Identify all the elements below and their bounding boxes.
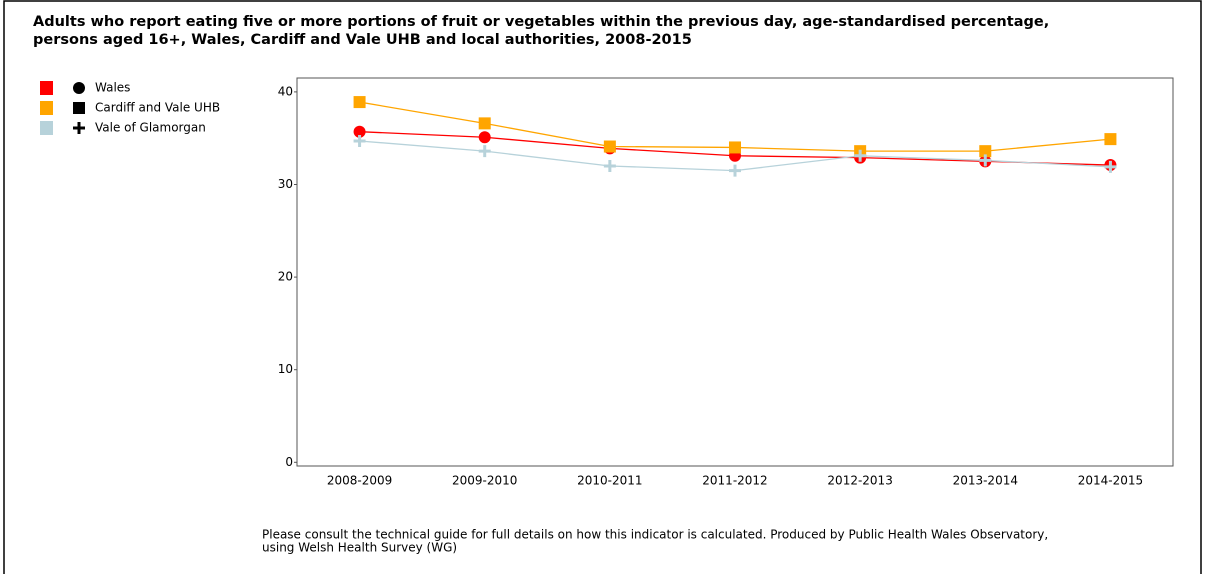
chart-title: persons aged 16+, Wales, Cardiff and Val…: [33, 32, 692, 48]
data-point: [729, 141, 741, 154]
data-point: [353, 134, 366, 147]
x-tick-label: 2013-2014: [953, 474, 1018, 488]
data-point: [854, 149, 867, 162]
y-tick-label: 30: [278, 177, 293, 191]
data-point: [478, 145, 491, 158]
footnote: Please consult the technical guide for f…: [262, 528, 1048, 542]
legend-swatch: [40, 101, 53, 115]
x-tick-label: 2014-2015: [1078, 474, 1143, 488]
data-point: [1104, 160, 1117, 173]
data-point: [979, 154, 992, 167]
legend-swatch: [40, 121, 53, 135]
data-point: [478, 131, 491, 144]
legend-marker: [73, 122, 85, 134]
x-tick-label: 2012-2013: [827, 474, 892, 488]
data-point: [979, 145, 992, 158]
chart-title: Adults who report eating five or more po…: [33, 14, 1049, 30]
x-tick-label: 2010-2011: [577, 474, 642, 488]
legend-label: Vale of Glamorgan: [95, 121, 206, 135]
legend-label: Wales: [95, 81, 130, 95]
x-tick-label: 2008-2009: [327, 474, 392, 488]
y-tick-label: 10: [278, 362, 293, 376]
data-point: [353, 96, 366, 109]
legend-label: Cardiff and Vale UHB: [95, 101, 220, 115]
legend-marker: [73, 82, 85, 94]
y-tick-label: 20: [278, 270, 293, 284]
y-tick-label: 0: [285, 455, 293, 469]
y-tick-label: 40: [278, 84, 293, 98]
data-point: [603, 159, 616, 172]
frame: [3, 0, 1202, 574]
data-point: [603, 140, 616, 153]
data-point: [353, 125, 366, 138]
plot-area: [296, 77, 1174, 467]
data-point: [729, 164, 741, 177]
x-tick-label: 2009-2010: [452, 474, 517, 488]
footnote: using Welsh Health Survey (WG): [262, 541, 457, 555]
legend-marker: [73, 102, 85, 114]
data-point: [478, 117, 491, 130]
data-point: [1104, 133, 1117, 146]
legend-swatch: [40, 81, 53, 95]
x-tick-label: 2011-2012: [702, 474, 767, 488]
